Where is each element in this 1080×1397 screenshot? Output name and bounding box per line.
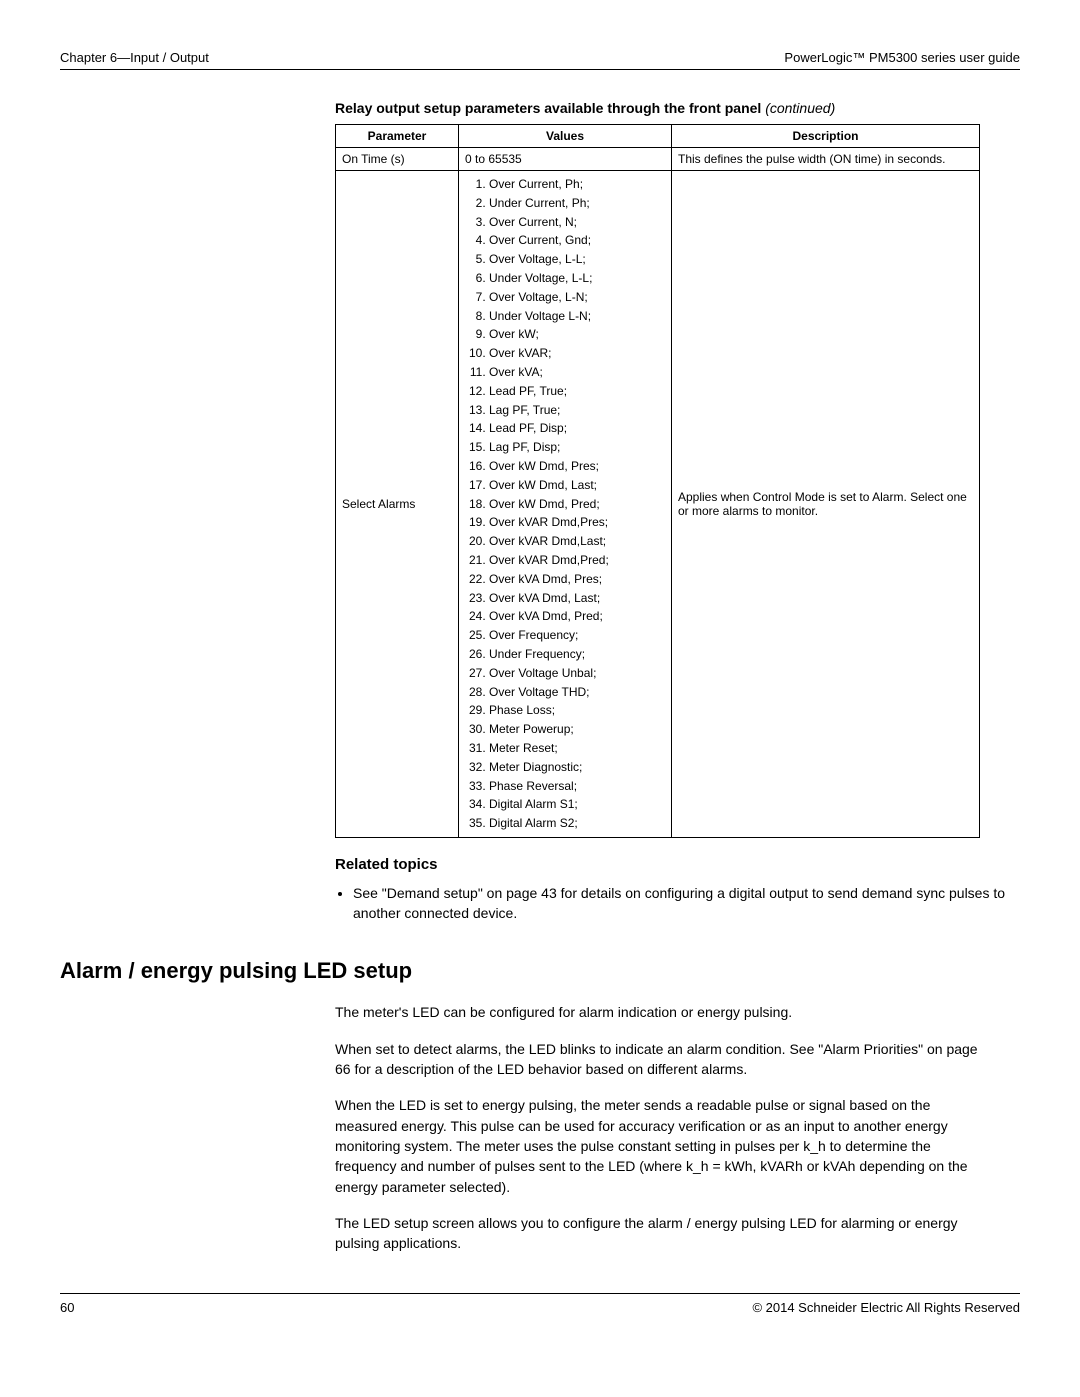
th-values: Values xyxy=(459,125,672,148)
alarm-list-item: Over kVA Dmd, Last; xyxy=(489,589,665,608)
body-paragraph: When the LED is set to energy pulsing, t… xyxy=(335,1095,985,1196)
alarm-list-item: Over kVAR Dmd,Last; xyxy=(489,532,665,551)
alarm-list-item: Lag PF, True; xyxy=(489,401,665,420)
alarm-list-item: Under Frequency; xyxy=(489,645,665,664)
page-container: Chapter 6—Input / Output PowerLogic™ PM5… xyxy=(0,0,1080,1345)
header-right: PowerLogic™ PM5300 series user guide xyxy=(784,50,1020,65)
parameters-table: Parameter Values Description On Time (s)… xyxy=(335,124,980,838)
alarm-list-item: Under Voltage, L-L; xyxy=(489,269,665,288)
alarm-list-item: Digital Alarm S2; xyxy=(489,814,665,833)
alarm-list-item: Over Voltage, L-N; xyxy=(489,288,665,307)
alarm-list-item: Digital Alarm S1; xyxy=(489,795,665,814)
alarm-list-item: Over Current, Gnd; xyxy=(489,231,665,250)
related-topics-block: See "Demand setup" on page 43 for detail… xyxy=(335,883,1020,924)
related-topics-item: See "Demand setup" on page 43 for detail… xyxy=(353,883,1020,924)
cell-desc: Applies when Control Mode is set to Alar… xyxy=(672,171,980,838)
caption-continued: (continued) xyxy=(765,100,835,116)
alarm-list-item: Over Frequency; xyxy=(489,626,665,645)
section-heading: Alarm / energy pulsing LED setup xyxy=(60,958,1020,984)
header-left: Chapter 6—Input / Output xyxy=(60,50,209,65)
alarm-list-item: Over Voltage Unbal; xyxy=(489,664,665,683)
alarm-list: Over Current, Ph;Under Current, Ph;Over … xyxy=(465,175,665,833)
table-row: Select Alarms Over Current, Ph;Under Cur… xyxy=(336,171,980,838)
related-topics-heading: Related topics xyxy=(335,856,1020,873)
cell-param: On Time (s) xyxy=(336,148,459,171)
alarm-list-item: Phase Loss; xyxy=(489,701,665,720)
caption-main: Relay output setup parameters available … xyxy=(335,100,765,116)
th-parameter: Parameter xyxy=(336,125,459,148)
body-paragraph: The meter's LED can be configured for al… xyxy=(335,1002,985,1022)
alarm-list-item: Over kW Dmd, Last; xyxy=(489,476,665,495)
footer-page-number: 60 xyxy=(60,1300,74,1315)
alarm-list-item: Over kW Dmd, Pred; xyxy=(489,495,665,514)
th-description: Description xyxy=(672,125,980,148)
alarm-list-item: Over Current, N; xyxy=(489,213,665,232)
table-header-row: Parameter Values Description xyxy=(336,125,980,148)
page-header: Chapter 6—Input / Output PowerLogic™ PM5… xyxy=(60,50,1020,70)
alarm-list-item: Under Current, Ph; xyxy=(489,194,665,213)
alarm-list-item: Over kVAR Dmd,Pred; xyxy=(489,551,665,570)
alarm-list-item: Over kW; xyxy=(489,325,665,344)
alarm-list-item: Over Voltage THD; xyxy=(489,683,665,702)
alarm-list-item: Meter Reset; xyxy=(489,739,665,758)
body-paragraph: The LED setup screen allows you to confi… xyxy=(335,1213,985,1254)
alarm-list-item: Over kVA Dmd, Pred; xyxy=(489,607,665,626)
cell-param: Select Alarms xyxy=(336,171,459,838)
alarm-list-item: Lag PF, Disp; xyxy=(489,438,665,457)
page-footer: 60 © 2014 Schneider Electric All Rights … xyxy=(60,1293,1020,1315)
alarm-list-item: Lead PF, Disp; xyxy=(489,419,665,438)
table-caption: Relay output setup parameters available … xyxy=(335,100,1020,116)
alarm-list-item: Phase Reversal; xyxy=(489,777,665,796)
alarm-list-item: Lead PF, True; xyxy=(489,382,665,401)
alarm-list-item: Over kVAR; xyxy=(489,344,665,363)
alarm-list-item: Over Current, Ph; xyxy=(489,175,665,194)
cell-desc: This defines the pulse width (ON time) i… xyxy=(672,148,980,171)
alarm-list-item: Meter Powerup; xyxy=(489,720,665,739)
alarm-list-item: Under Voltage L-N; xyxy=(489,307,665,326)
body-paragraph: When set to detect alarms, the LED blink… xyxy=(335,1039,985,1080)
alarm-list-item: Over kVAR Dmd,Pres; xyxy=(489,513,665,532)
alarm-list-item: Meter Diagnostic; xyxy=(489,758,665,777)
alarm-list-item: Over Voltage, L-L; xyxy=(489,250,665,269)
alarm-list-item: Over kVA; xyxy=(489,363,665,382)
footer-copyright: © 2014 Schneider Electric All Rights Res… xyxy=(752,1300,1020,1315)
table-row: On Time (s) 0 to 65535 This defines the … xyxy=(336,148,980,171)
alarm-list-item: Over kVA Dmd, Pres; xyxy=(489,570,665,589)
cell-values: Over Current, Ph;Under Current, Ph;Over … xyxy=(459,171,672,838)
alarm-list-item: Over kW Dmd, Pres; xyxy=(489,457,665,476)
cell-values: 0 to 65535 xyxy=(459,148,672,171)
